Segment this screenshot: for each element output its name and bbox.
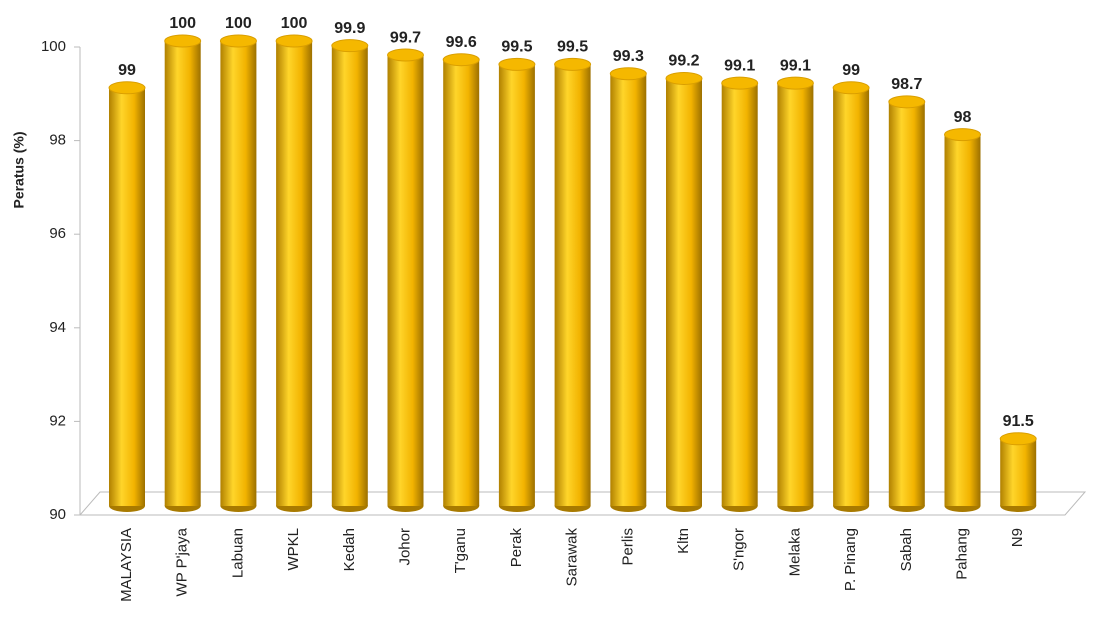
bar [721, 76, 759, 512]
bar-top [888, 95, 926, 109]
y-tick-label: 98 [49, 132, 66, 149]
bar-body [777, 83, 814, 507]
x-tick-label: N9 [1009, 528, 1026, 547]
value-label: 99.5 [501, 39, 532, 56]
value-label: 99.5 [557, 39, 588, 56]
value-label: 99.1 [724, 57, 755, 74]
y-tick-label: 90 [49, 506, 66, 523]
value-label: 98.7 [891, 76, 922, 93]
bar [164, 34, 202, 512]
bar-top [498, 57, 536, 71]
x-tick-label: MALAYSIA [118, 528, 135, 602]
x-tick-label: Kedah [341, 528, 358, 571]
value-label: 99.2 [668, 53, 699, 70]
bar-top [832, 81, 870, 95]
bar [999, 432, 1037, 512]
bar-top [999, 432, 1037, 446]
x-tick-label: Sarawak [564, 528, 581, 587]
x-tick-label: Perlis [619, 528, 636, 566]
x-tick-label: T'ganu [452, 528, 469, 573]
bar-top [554, 57, 592, 71]
bar [498, 57, 536, 512]
value-label: 98 [954, 109, 972, 126]
bar-top [665, 71, 703, 85]
floor [78, 491, 1087, 516]
x-tick-label: P. Pinang [842, 528, 859, 591]
bar-body [443, 59, 480, 506]
bar [888, 95, 926, 512]
y-tick-label: 100 [41, 38, 66, 55]
bar-body [387, 55, 424, 506]
bar-top [219, 34, 257, 48]
y-axis-label: Peratus (%) [11, 131, 27, 208]
bar-body [109, 87, 145, 507]
value-label: 99 [118, 62, 136, 79]
value-label: 100 [281, 15, 308, 32]
bar-body [610, 73, 647, 506]
bar-body [721, 83, 758, 507]
bar [776, 76, 814, 512]
x-tick-label: Sabah [898, 528, 915, 571]
value-label: 99.6 [446, 34, 477, 51]
bar-top [944, 128, 981, 142]
bar-body [833, 87, 870, 507]
bar-body [276, 41, 313, 506]
value-label: 99 [842, 62, 860, 79]
value-label: 91.5 [1003, 413, 1034, 430]
x-tick-label: Perak [508, 528, 525, 568]
bar [219, 34, 257, 512]
x-tick-label: WPKL [285, 528, 302, 571]
y-tick-label: 94 [49, 319, 66, 336]
bar [609, 67, 647, 512]
bar-body [220, 41, 257, 506]
bar-body [1000, 438, 1037, 506]
bar [832, 81, 870, 512]
bar-top [108, 81, 146, 95]
value-label: 100 [225, 15, 252, 32]
value-label: 99.9 [334, 20, 365, 37]
bar-body [554, 64, 591, 507]
bar [387, 48, 424, 512]
bar-top [275, 34, 313, 48]
x-tick-label: Melaka [786, 527, 803, 576]
bar-top [164, 34, 202, 48]
bar-body [164, 41, 201, 506]
value-label: 99.3 [613, 48, 644, 65]
y-tick-label: 92 [49, 412, 66, 429]
bar-top [442, 53, 480, 67]
bar [944, 128, 981, 512]
x-tick-label: Johor [396, 528, 413, 566]
bar-top [331, 39, 369, 53]
bar [275, 34, 313, 512]
x-tick-label: Kltn [675, 528, 692, 554]
bar-top [387, 48, 424, 62]
x-tick-label: Labuan [229, 528, 246, 578]
bar-body [331, 45, 368, 507]
bar-body [888, 101, 925, 506]
x-tick-label: Pahang [953, 528, 970, 580]
bar [554, 57, 592, 512]
bar-top [609, 67, 647, 81]
y-tick-label: 96 [49, 225, 66, 242]
value-label: 99.7 [390, 29, 421, 46]
bar [331, 39, 369, 512]
bar [665, 71, 703, 512]
value-label: 100 [169, 15, 196, 32]
x-tick-label: WP P'jaya [174, 527, 191, 596]
bar [108, 81, 146, 512]
value-label: 99.1 [780, 57, 811, 74]
bar-top [776, 76, 814, 90]
bar-top [721, 76, 759, 90]
x-tick-label: S'ngor [731, 528, 748, 571]
bar [442, 53, 480, 512]
bar-body [498, 64, 535, 507]
bar-body [944, 134, 981, 506]
bar-body [666, 78, 702, 506]
